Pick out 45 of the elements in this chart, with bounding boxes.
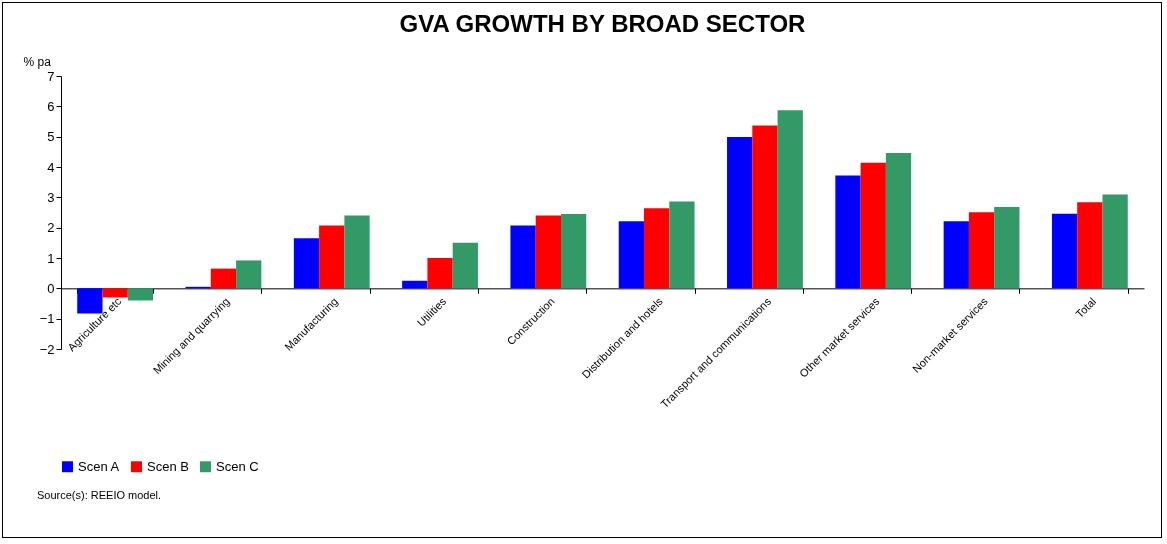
y-tick-label: 0 [47, 280, 55, 296]
y-tick-label: 3 [47, 189, 55, 205]
bar [644, 208, 670, 289]
y-tick-label: −1 [39, 311, 55, 327]
bar [752, 125, 778, 289]
bar [77, 288, 103, 314]
bar [835, 175, 861, 289]
bar [210, 268, 237, 289]
y-tick-label: 6 [47, 98, 55, 114]
bar [427, 258, 453, 289]
y-tick-label: 7 [47, 68, 55, 84]
legend-label: Scen A [78, 458, 120, 474]
bar [102, 288, 128, 298]
bar [319, 225, 345, 289]
bar [293, 238, 320, 289]
bar [535, 215, 561, 289]
legend-label: Scen B [147, 458, 189, 474]
bar [1051, 213, 1078, 289]
y-tick-label: −2 [39, 341, 55, 357]
y-axis-title: % pa [23, 54, 52, 69]
y-tick-label: 1 [47, 250, 55, 266]
bar [452, 242, 478, 289]
bar [727, 136, 753, 289]
legend-label: Scen C [216, 458, 259, 474]
bar [669, 201, 695, 289]
y-tick-label: 2 [47, 220, 55, 236]
bar [618, 221, 645, 289]
bar [344, 215, 370, 289]
bar [402, 280, 428, 289]
bar [943, 221, 969, 289]
y-tick-label: 4 [47, 159, 55, 175]
bar [1102, 194, 1128, 289]
chart-title: GVA GROWTH BY BROAD SECTOR [399, 10, 806, 37]
bar [560, 214, 587, 289]
bar [127, 288, 154, 301]
y-tick-label: 5 [47, 129, 55, 145]
bar [968, 212, 995, 289]
bar [510, 225, 536, 289]
bar [885, 153, 912, 289]
bar [777, 110, 803, 289]
bar [236, 260, 262, 289]
source-note: Source(s): REEIO model. [37, 489, 162, 501]
bar [860, 162, 886, 289]
bar [994, 207, 1020, 289]
bar [1077, 202, 1103, 289]
